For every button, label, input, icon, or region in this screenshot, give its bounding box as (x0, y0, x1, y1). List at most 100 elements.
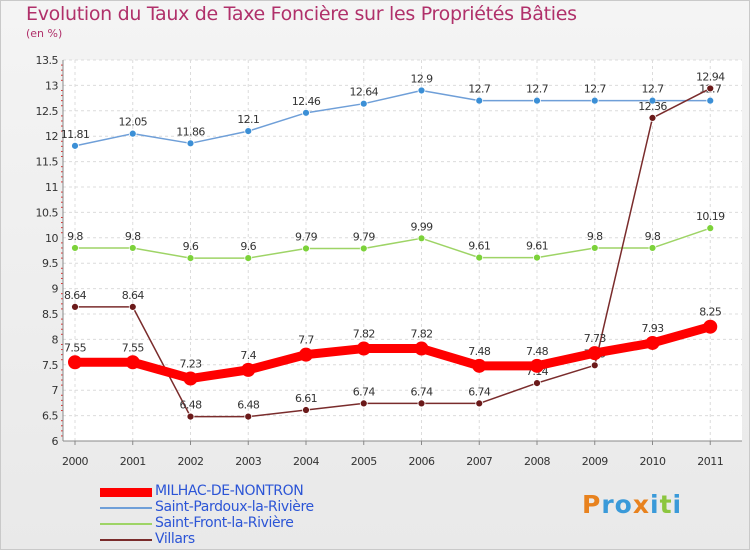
data-point (533, 253, 541, 262)
y-minor-tick (61, 293, 63, 295)
data-label: 9.61 (526, 240, 548, 253)
series-line (74, 227, 711, 259)
data-label: 7.7 (298, 334, 314, 347)
y-minor-tick (61, 100, 63, 102)
data-label: 12.7 (641, 83, 664, 96)
data-point (128, 129, 137, 138)
data-label: 12.05 (119, 116, 148, 129)
legend-label: Villars (155, 531, 195, 547)
data-point (71, 244, 79, 252)
data-point (590, 361, 599, 370)
y-minor-tick (61, 277, 63, 279)
data-point (302, 406, 310, 414)
chart-title: Evolution du Taux de Taxe Foncière sur l… (26, 3, 577, 25)
legend-label: MILHAC-DE-NONTRON (155, 483, 304, 499)
y-minor-tick (61, 374, 63, 376)
y-minor-tick (61, 298, 63, 300)
y-tick-label: 9.5 (42, 257, 58, 270)
data-label: 6.61 (295, 392, 317, 405)
y-minor-tick (61, 399, 63, 401)
y-minor-tick (61, 394, 63, 396)
data-point (703, 319, 718, 334)
data-point (648, 114, 657, 122)
data-label: 12.7 (584, 83, 607, 96)
data-point (302, 108, 310, 117)
y-minor-tick (61, 74, 63, 76)
data-label: 9.8 (645, 230, 661, 243)
y-minor-tick (61, 125, 63, 127)
series-line (74, 87, 711, 418)
y-minor-tick (61, 272, 63, 274)
data-point (241, 362, 256, 377)
data-label: 12.1 (237, 113, 259, 126)
y-minor-tick (61, 369, 63, 371)
y-minor-tick (61, 79, 63, 81)
y-minor-tick (61, 181, 63, 183)
data-label: 6.48 (237, 399, 260, 412)
series-line (70, 322, 715, 384)
y-minor-tick (61, 232, 63, 234)
y-minor-tick (61, 252, 63, 254)
data-point (244, 127, 253, 136)
data-label: 9.8 (125, 230, 141, 243)
y-minor-tick (61, 354, 63, 356)
data-point (414, 341, 429, 356)
x-tick-label: 2002 (178, 455, 204, 468)
data-label: 6.74 (468, 385, 491, 398)
x-tick-label: 2000 (62, 455, 88, 468)
logo-letter: t (659, 490, 673, 519)
data-label: 6.74 (353, 385, 376, 398)
data-point (417, 234, 426, 243)
y-minor-tick (61, 222, 63, 224)
y-minor-tick (61, 95, 63, 97)
data-point (587, 346, 602, 361)
y-minor-tick (61, 425, 63, 427)
data-label: 7.23 (179, 358, 202, 371)
x-tick-label: 2003 (235, 455, 261, 468)
data-label: 8.64 (122, 289, 145, 302)
y-minor-tick (61, 349, 63, 351)
x-tick-label: 2009 (582, 455, 608, 468)
data-label: 7.55 (122, 341, 145, 354)
data-point (706, 84, 715, 93)
legend-swatch (100, 487, 152, 497)
data-point (359, 99, 368, 108)
y-minor-tick (61, 216, 63, 218)
y-minor-tick (61, 430, 63, 432)
data-label: 11.86 (176, 125, 205, 138)
data-label: 7.48 (468, 345, 491, 358)
y-minor-tick (61, 303, 63, 305)
data-point (706, 96, 715, 105)
logo-letter: i (650, 490, 660, 519)
data-label: 9.99 (410, 220, 433, 233)
data-label: 9.79 (353, 230, 376, 243)
y-minor-tick (61, 105, 63, 107)
data-point (186, 254, 195, 263)
data-point (590, 96, 599, 105)
x-tick-label: 2010 (640, 455, 666, 468)
x-tick-label: 2011 (697, 455, 723, 468)
y-tick-label: 7.5 (42, 359, 58, 372)
data-point (299, 347, 313, 362)
data-point (648, 96, 657, 105)
data-point (128, 244, 137, 252)
data-label: 9.6 (183, 240, 199, 253)
data-label: 8.64 (64, 289, 87, 302)
data-point (302, 244, 310, 253)
data-label: 7.93 (641, 322, 664, 335)
data-point (186, 412, 195, 421)
data-label: 10.19 (696, 210, 725, 223)
x-tick-label: 2006 (409, 455, 435, 468)
data-label: 7.48 (526, 345, 549, 358)
y-minor-tick (61, 145, 63, 147)
data-label: 7.55 (64, 341, 87, 354)
data-point (475, 96, 484, 105)
y-minor-tick (61, 166, 63, 168)
data-label: 12.46 (292, 95, 321, 108)
y-minor-tick (61, 384, 63, 386)
legend-swatch (100, 539, 152, 541)
data-point (125, 355, 140, 370)
y-minor-tick (61, 150, 63, 152)
y-minor-tick (61, 379, 63, 381)
y-tick-label: 10 (45, 232, 58, 245)
